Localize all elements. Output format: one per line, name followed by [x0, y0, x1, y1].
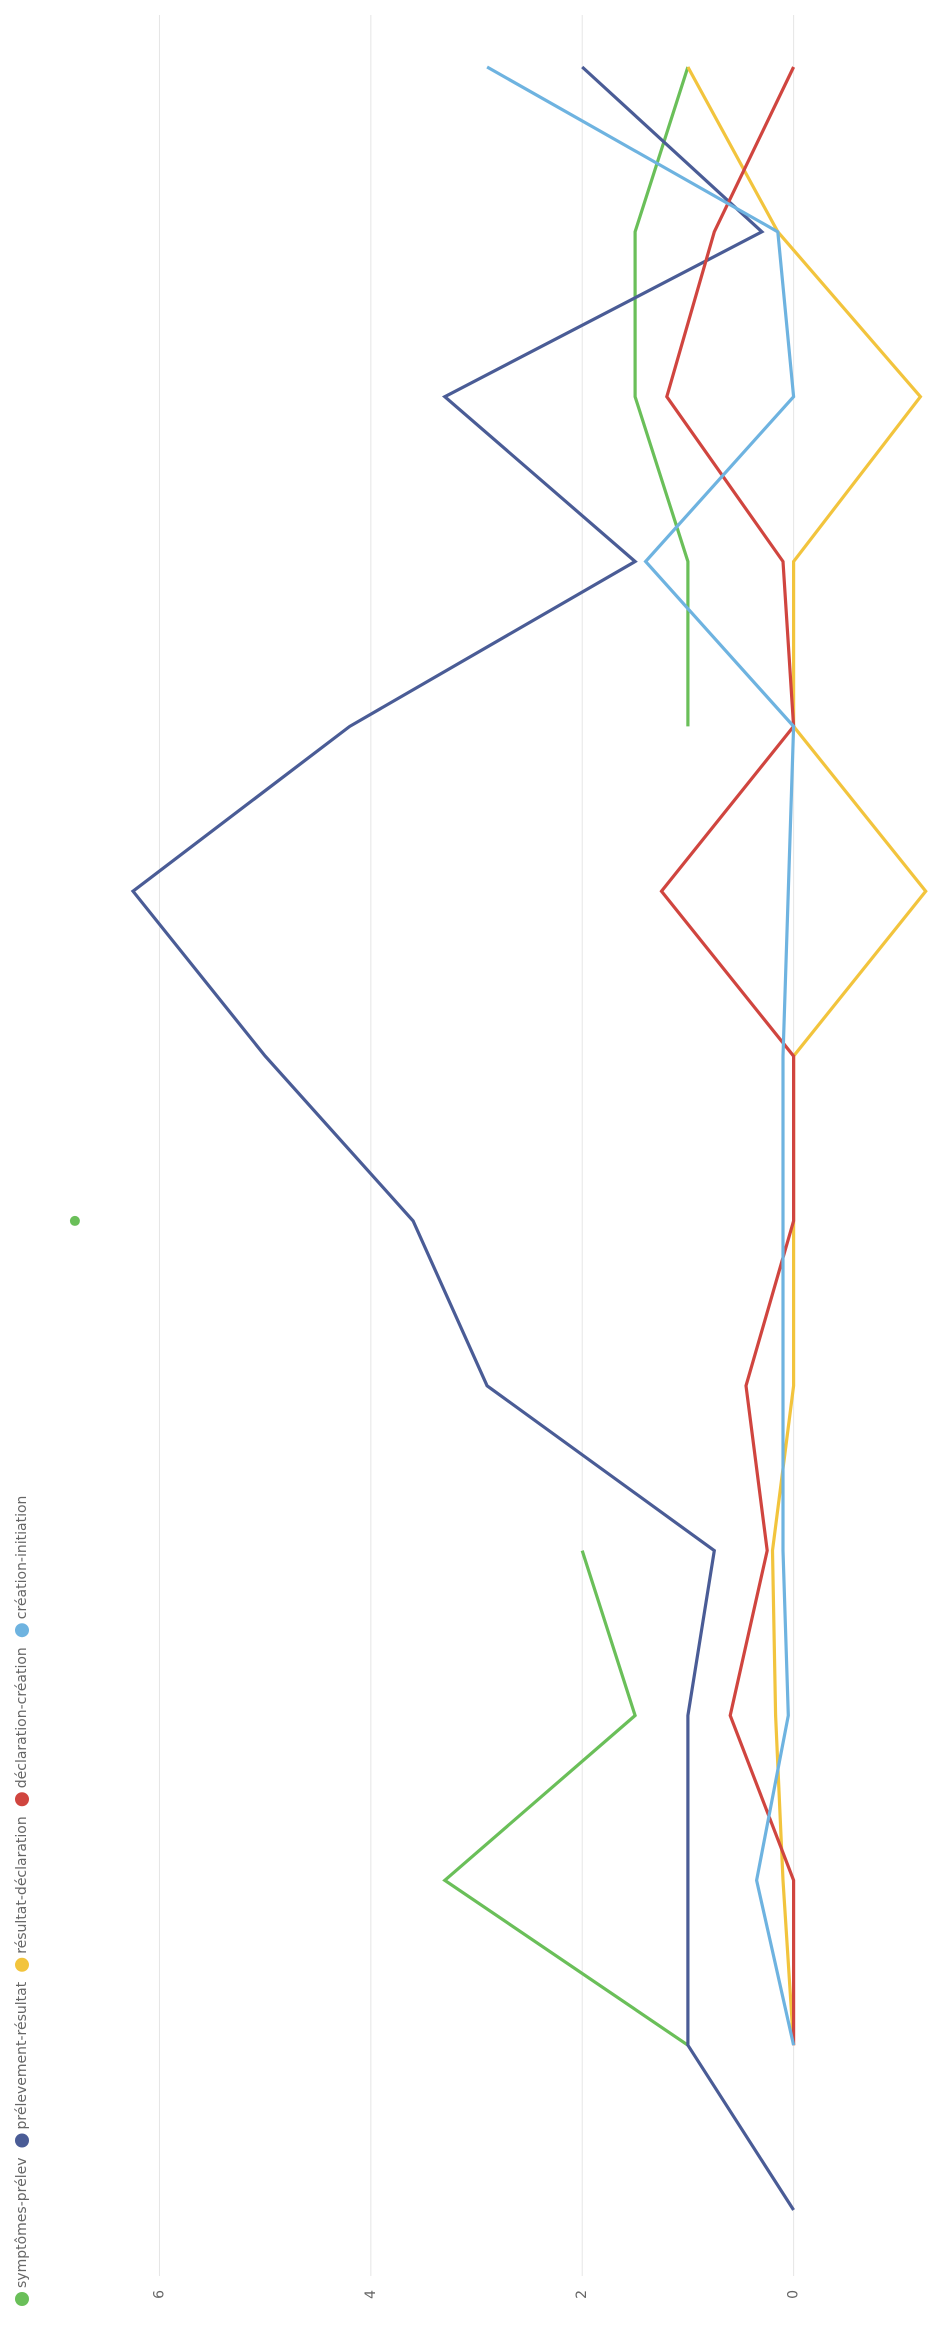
series-line [686, 66, 928, 2046]
series-line [130, 65, 795, 2211]
y-tick-label: 0 [786, 2290, 802, 2299]
legend-marker [15, 1957, 29, 1972]
y-tick-label: 4 [363, 2290, 379, 2299]
legend-marker [15, 1623, 29, 1638]
legend-label: déclaration-création [14, 1647, 30, 1788]
y-tick-label: 2 [574, 2290, 590, 2299]
legend-label: résultat-déclaration [14, 1816, 30, 1954]
legend-label: prélevement-résultat [14, 1981, 30, 2129]
legend-marker [15, 1792, 29, 1807]
series-line [486, 65, 796, 2046]
legend-label: création-initiation [14, 1496, 30, 1620]
series-line [659, 66, 796, 2046]
series-point [69, 1215, 80, 1226]
legend-marker [15, 2133, 29, 2148]
y-tick-label: 6 [151, 2290, 167, 2299]
legend-marker [15, 2292, 29, 2306]
legend-label: symptômes-prélev [14, 2158, 30, 2289]
series-line [442, 66, 690, 2047]
